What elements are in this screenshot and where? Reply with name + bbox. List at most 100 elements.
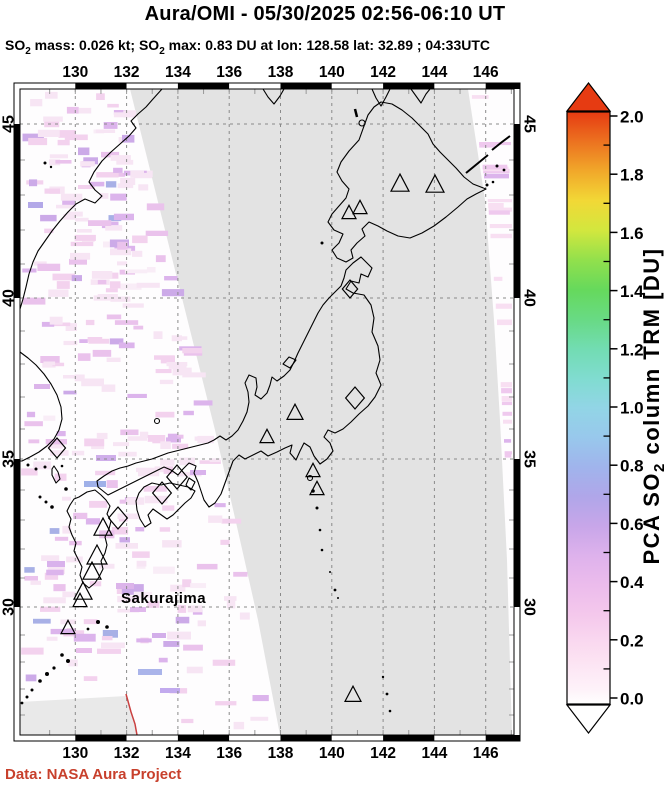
so2-pixel [122, 134, 135, 143]
so2-pixel [183, 644, 203, 651]
colorbar-tick-label: 1.2 [620, 340, 644, 359]
longitude-tick-label-bottom: 146 [473, 745, 499, 762]
so2-pixel [78, 107, 92, 114]
so2-pixel [172, 443, 189, 449]
so2-pixel [92, 349, 112, 357]
so2-pixel [127, 436, 147, 441]
longitude-tick-label-bottom: 144 [421, 745, 447, 762]
frame-segment [14, 83, 20, 124]
so2-pixel [83, 619, 98, 625]
so2-pixel [24, 421, 43, 427]
latitude-tick-label-right: 35 [521, 450, 538, 468]
island-dot [96, 620, 100, 624]
so2-pixel [233, 721, 245, 730]
coastline-tsushima [51, 465, 61, 484]
so2-pixel [146, 203, 165, 211]
so2-pixel [88, 220, 112, 226]
longitude-tick-label-top: 140 [319, 64, 345, 81]
island-dot [45, 672, 49, 676]
eruption-diamond-marker [47, 437, 67, 459]
subtitle-subscript: 2 [25, 45, 31, 57]
so2-pixel [45, 439, 67, 445]
eruption-diamond-marker [344, 386, 366, 410]
island-dot [44, 500, 48, 504]
so2-pixel [102, 630, 118, 638]
latitude-tick-label-right: 45 [521, 115, 538, 133]
so2-pixel [70, 241, 94, 247]
so2-pixel [172, 367, 192, 376]
frame-segment [14, 735, 76, 741]
longitude-tick-label-bottom: 130 [62, 745, 88, 762]
frame-segment [14, 459, 20, 607]
island-dot [38, 679, 42, 683]
so2-pixel [144, 495, 168, 504]
so2-pixel [93, 295, 115, 301]
coastline-rebun [353, 108, 359, 118]
so2-pixel [118, 342, 135, 349]
so2-pixel [68, 659, 78, 667]
longitude-tick-label-bottom: 136 [216, 745, 242, 762]
island-dot [385, 692, 389, 696]
so2-pixel [97, 648, 121, 654]
so2-pixel [96, 93, 105, 100]
so2-pixel [471, 95, 489, 99]
so2-pixel-accent [190, 470, 206, 475]
island-dot [86, 627, 90, 631]
so2-pixel [239, 612, 250, 620]
coastline-kyushu [66, 489, 112, 589]
so2-pixel [79, 339, 88, 343]
latitude-tick-label-left: 35 [1, 450, 18, 468]
so2-pixel [120, 177, 136, 185]
so2-pixel [63, 213, 76, 220]
so2-pixel [53, 584, 66, 592]
data-credit-label: Data: NASA Aura Project [5, 766, 182, 783]
so2-pixel [45, 91, 58, 99]
so2-pixel [63, 340, 78, 346]
frame-inner-outline [19, 88, 515, 736]
so2-pixel [52, 273, 76, 281]
so2-pixel [136, 560, 147, 567]
island-dot [485, 183, 489, 187]
so2-pixel [40, 356, 60, 363]
so2-pixel [175, 616, 190, 624]
so2-pixel [56, 281, 70, 289]
latitude-tick-label-right: 30 [521, 598, 538, 616]
so2-pixel [164, 276, 178, 281]
so2-pixel [136, 467, 158, 473]
so2-pixel [25, 674, 37, 682]
so2-pixel [99, 563, 115, 569]
so2-pixel [54, 536, 69, 541]
island-dot [64, 487, 68, 491]
so2-pixel [495, 303, 512, 309]
volcano-triangle-marker [341, 204, 357, 220]
volcano-triangle-marker [86, 543, 108, 565]
so2-pixel [26, 411, 36, 418]
volcano-triangle-marker [390, 172, 410, 192]
so2-pixel [21, 647, 44, 655]
so2-pixel [44, 121, 60, 128]
so2-pixel [71, 275, 82, 282]
so2-pixel [119, 537, 130, 543]
so2-pixel [75, 217, 89, 222]
so2-pixel [136, 638, 152, 643]
volcano-triangle-marker [305, 462, 321, 478]
so2-pixel [163, 641, 180, 647]
so2-pixel [146, 267, 156, 273]
volcano-triangle-marker [72, 592, 88, 608]
latitude-tick-label-left: 40 [1, 289, 18, 307]
so2-pixel [62, 199, 76, 207]
so2-pixel [46, 636, 58, 641]
longitude-tick-label-bottom: 140 [319, 745, 345, 762]
so2-pixel [89, 500, 108, 508]
grid-lines [20, 89, 514, 735]
so2-pixel [168, 365, 187, 369]
so2-pixel [159, 527, 171, 532]
so2-pixel [110, 248, 132, 256]
frame-segment [280, 735, 332, 741]
so2-pixel [500, 382, 512, 388]
so2-pixel [80, 161, 95, 167]
so2-pixel [117, 608, 140, 613]
so2-pixel [66, 556, 83, 563]
